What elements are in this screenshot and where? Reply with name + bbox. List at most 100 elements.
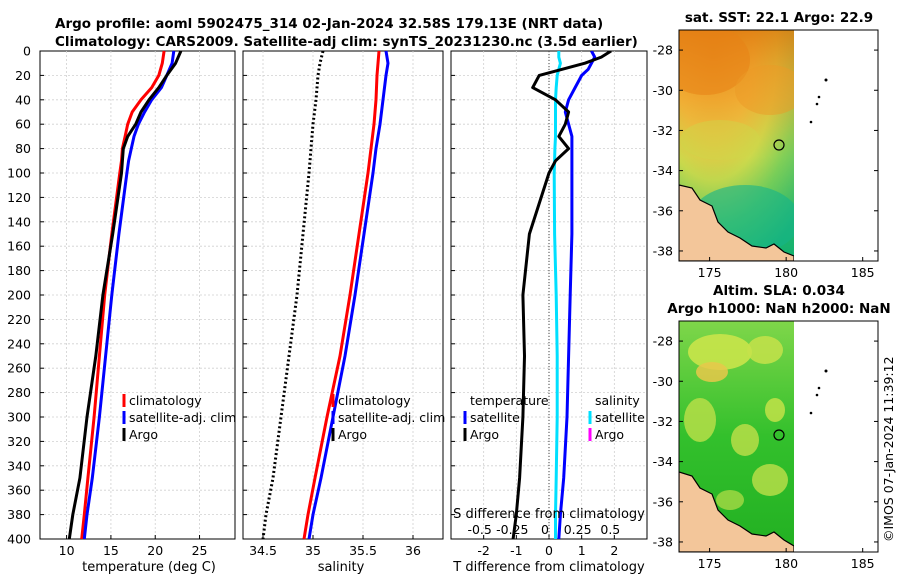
depth-tick-label: 0: [23, 44, 31, 59]
diff-legend-s-argo: Argo: [595, 427, 624, 442]
s-diff-tick-label: 0: [541, 522, 549, 537]
x-tick-label: 10: [59, 543, 75, 558]
sst-map-islands: [809, 78, 828, 124]
x-tick-label: 0: [545, 543, 553, 558]
x-tick-label: 15: [103, 543, 119, 558]
map-lat-tick-label: -30: [653, 83, 673, 98]
plot-layer: 0204060801001201401601802002202402602803…: [7, 44, 647, 558]
sla-map-float-marker: [773, 429, 785, 441]
difference-xlabel-top: S difference from climatology: [453, 507, 645, 522]
depth-tick-label: 120: [7, 190, 31, 205]
depth-tick-label: 100: [7, 166, 31, 181]
difference-xlabel: T difference from climatology: [452, 560, 645, 575]
temperature-legend: climatology satellite-adj. clim Argo: [122, 393, 236, 442]
series-line-satellite-adj-clim: [307, 50, 390, 540]
diff-legend-temperature-heading: temperature: [470, 393, 549, 408]
temperature-xlabel: temperature (deg C): [82, 560, 216, 575]
sal-legend-label-satellite: satellite-adj. clim: [338, 410, 445, 425]
s-diff-tick-label: -0.25: [496, 522, 528, 537]
depth-tick-label: 60: [15, 117, 31, 132]
s-diff-tick-label: 0.25: [564, 522, 592, 537]
sla-map-title-line1: Altim. SLA: 0.034: [713, 283, 845, 299]
series-line-satellite-adj-clim: [82, 50, 176, 540]
x-tick-label: 20: [147, 543, 163, 558]
sst-map-float-marker: [773, 139, 785, 151]
sal-legend-label-argo: Argo: [338, 427, 367, 442]
depth-tick-label: 200: [7, 288, 31, 303]
depth-tick-label: 380: [7, 507, 31, 522]
map-lon-tick-label: 175: [698, 265, 722, 280]
x-tick-label: 2: [610, 543, 618, 558]
map-lat-tick-label: -38: [653, 534, 673, 549]
depth-tick-label: 40: [15, 92, 31, 107]
imos-stamp: ©IMOS 07-Jan-2024 11:39:12: [881, 356, 896, 542]
x-tick-label: -1: [510, 543, 522, 558]
salinity-xlabel: salinity: [318, 560, 365, 575]
sst-map-frame: [678, 29, 879, 262]
x-tick-label: 34.5: [249, 543, 277, 558]
depth-tick-label: 20: [15, 68, 31, 83]
legend-label-argo: Argo: [129, 427, 158, 442]
depth-tick-label: 340: [7, 458, 31, 473]
map-lat-tick-label: -36: [653, 203, 673, 218]
x-tick-label: 1: [578, 543, 586, 558]
series-line-t-argo: [511, 51, 612, 539]
sla-map-frame: [678, 320, 879, 553]
x-tick-label: 35.5: [349, 543, 377, 558]
depth-tick-label: 260: [7, 361, 31, 376]
map-lat-tick-label: -34: [653, 163, 673, 178]
map-lat-tick-label: -30: [653, 374, 673, 389]
series-line-argo: [67, 50, 183, 540]
depth-tick-label: 280: [7, 385, 31, 400]
map-lat-tick-label: -38: [653, 243, 673, 258]
diff-legend-s-satellite: satellite: [595, 410, 645, 425]
depth-tick-label: 360: [7, 483, 31, 498]
map-lon-tick-label: 175: [698, 556, 722, 571]
series-line-climatology: [302, 50, 381, 540]
salinity-legend: climatology satellite-adj. clim Argo: [331, 393, 445, 442]
depth-tick-label: 300: [7, 410, 31, 425]
figure-title-line2: Climatology: CARS2009. Satellite-adj cli…: [55, 34, 638, 50]
map-ticks: -28 -30 -32 -34 -36 -38 175 180 185 -28 -30 -32 -34 -…: [653, 43, 878, 571]
x-tick-label: 36: [405, 543, 421, 558]
map-lat-tick-label: -32: [653, 414, 673, 429]
legend-label-satellite: satellite-adj. clim: [129, 410, 236, 425]
depth-tick-label: 160: [7, 239, 31, 254]
series-line-argo: [261, 50, 325, 540]
sst-map-land: [679, 184, 794, 261]
diff-legend-t-satellite: satellite: [470, 410, 520, 425]
sla-map-islands: [809, 369, 828, 415]
depth-tick-label: 180: [7, 263, 31, 278]
x-tick-label: 35: [305, 543, 321, 558]
depth-tick-label: 240: [7, 336, 31, 351]
s-diff-tick-label: 0.5: [600, 522, 620, 537]
map-lon-tick-label: 180: [774, 556, 798, 571]
series-line-t-satellite: [557, 51, 597, 539]
diff-legend-salinity-heading: salinity: [595, 393, 640, 408]
map-lat-tick-label: -32: [653, 123, 673, 138]
sal-legend-label-climatology: climatology: [338, 393, 411, 408]
depth-tick-label: 140: [7, 214, 31, 229]
depth-tick-label: 400: [7, 532, 31, 547]
map-lat-tick-label: -28: [653, 43, 673, 58]
diff-legend-t-argo: Argo: [470, 427, 499, 442]
depth-tick-label: 220: [7, 312, 31, 327]
sla-map-title-line2: Argo h1000: NaN h2000: NaN: [667, 301, 890, 317]
map-lon-tick-label: 180: [774, 265, 798, 280]
depth-tick-label: 320: [7, 434, 31, 449]
map-lat-tick-label: -36: [653, 494, 673, 509]
map-lat-tick-label: -28: [653, 334, 673, 349]
depth-tick-label: 80: [15, 141, 31, 156]
x-tick-label: 25: [192, 543, 208, 558]
map-lon-tick-label: 185: [851, 265, 875, 280]
sla-map-land: [679, 471, 794, 552]
x-tick-label: -2: [477, 543, 489, 558]
legend-label-climatology: climatology: [129, 393, 202, 408]
difference-legend: temperature satellite Argo salinity sate…: [463, 393, 645, 442]
sst-map-image: [679, 30, 794, 261]
sst-map-title: sat. SST: 22.1 Argo: 22.9: [685, 10, 873, 26]
figure-title-line1: Argo profile: aoml 5902475_314 02-Jan-20…: [55, 16, 603, 32]
sla-map-image: [679, 321, 794, 552]
s-diff-tick-label: -0.5: [467, 522, 491, 537]
